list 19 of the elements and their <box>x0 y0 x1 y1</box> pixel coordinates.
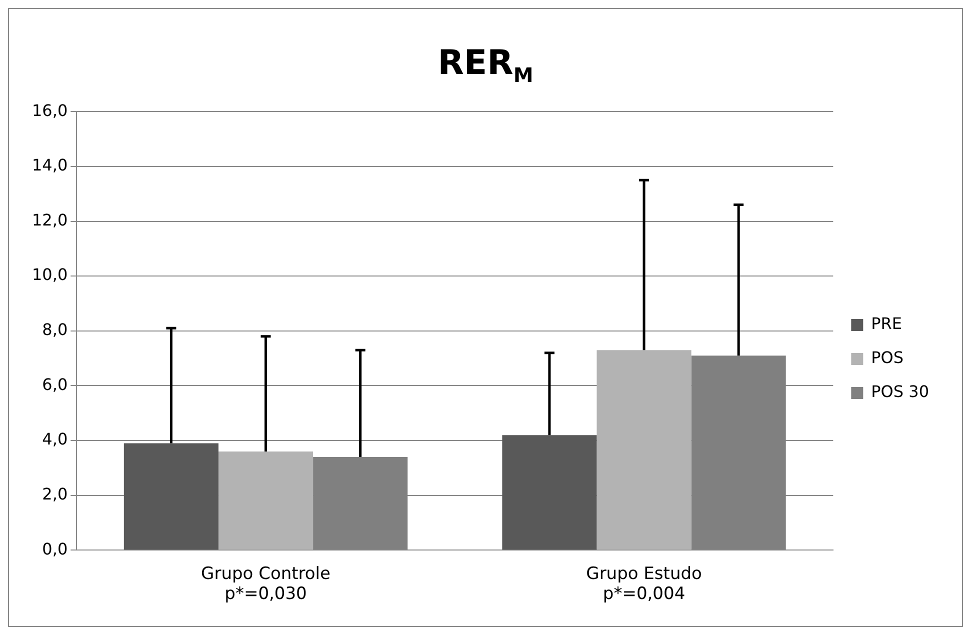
y-tick-label: 16,0 <box>32 100 68 120</box>
y-tick-label: 4,0 <box>42 430 68 449</box>
y-tick-label: 2,0 <box>42 484 68 504</box>
y-tick-label: 0,0 <box>42 539 68 558</box>
chart-title: RER$_{M}$ <box>436 43 534 87</box>
y-tick-label: 14,0 <box>32 156 68 175</box>
x-tick-label: Grupo Estudo p*=0,004 <box>586 564 702 604</box>
legend-label: PRE <box>871 314 902 334</box>
y-tick-label: 8,0 <box>42 320 68 340</box>
y-tick-label: 10,0 <box>32 265 68 284</box>
x-tick-label: Grupo Controle p*=0,030 <box>201 564 330 604</box>
y-tick-label: 12,0 <box>32 210 68 230</box>
legend-label: POS 30 <box>871 382 929 402</box>
y-tick-label: 6,0 <box>42 374 68 394</box>
bar <box>218 452 314 550</box>
bar <box>502 435 597 550</box>
bar <box>124 443 218 550</box>
bar <box>596 350 692 550</box>
legend-label: POS <box>871 348 904 368</box>
